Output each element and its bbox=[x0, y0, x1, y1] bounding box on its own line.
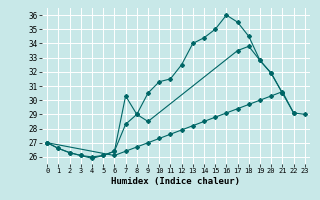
X-axis label: Humidex (Indice chaleur): Humidex (Indice chaleur) bbox=[111, 177, 241, 186]
